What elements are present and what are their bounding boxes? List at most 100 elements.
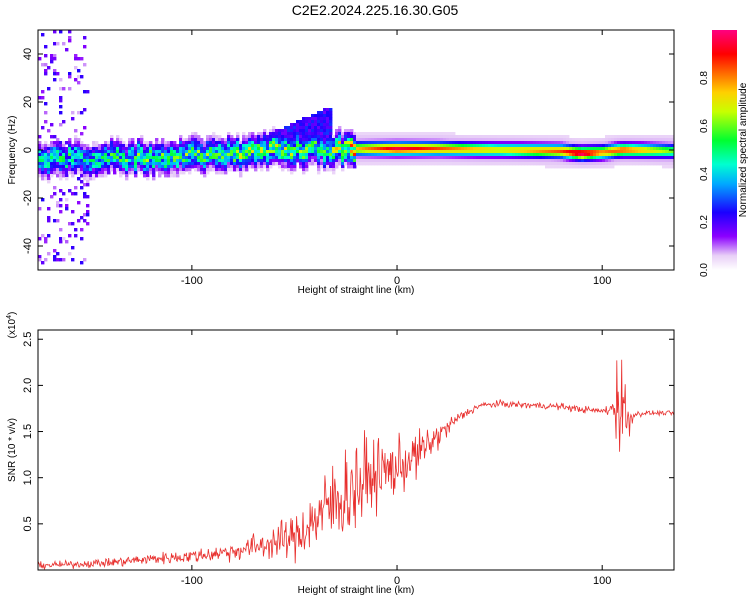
heatmap-cell — [302, 120, 306, 124]
heatmap-cell — [560, 162, 564, 166]
heatmap-cell — [44, 111, 48, 115]
heatmap-cell — [257, 150, 261, 154]
heatmap-cell — [149, 168, 153, 172]
heatmap-cell — [599, 147, 603, 151]
heatmap-cell — [320, 159, 324, 163]
heatmap-cell — [71, 165, 75, 169]
heatmap-cell — [191, 138, 195, 142]
heatmap-cell — [200, 138, 204, 142]
heatmap-cell — [425, 153, 429, 157]
heatmap-cell — [362, 141, 366, 145]
heatmap-cell — [209, 168, 213, 172]
heatmap-cell — [320, 138, 324, 142]
heatmap-cell — [491, 138, 495, 142]
heatmap-cell — [137, 168, 141, 172]
heatmap-cell — [353, 132, 357, 136]
heatmap-cell — [71, 258, 75, 262]
heatmap-cell — [641, 150, 645, 154]
heatmap-cell — [602, 138, 606, 142]
heatmap-cell — [623, 141, 627, 145]
heatmap-cell — [200, 153, 204, 157]
heatmap-cell — [437, 162, 441, 166]
heatmap-cell — [461, 159, 465, 163]
heatmap-cell — [77, 141, 81, 145]
heatmap-cell — [311, 132, 315, 136]
heatmap-cell — [392, 144, 396, 148]
heatmap-cell — [83, 159, 87, 163]
heatmap-cell — [500, 147, 504, 151]
heatmap-cell — [182, 171, 186, 175]
heatmap-cell — [305, 117, 309, 121]
heatmap-cell — [284, 147, 288, 151]
heatmap-cell — [50, 168, 54, 172]
heatmap-cell — [503, 156, 507, 160]
heatmap-cell — [605, 141, 609, 145]
heatmap-cell — [617, 153, 621, 157]
heatmap-cell — [569, 138, 573, 142]
heatmap-cell — [407, 144, 411, 148]
heatmap-cell — [410, 147, 414, 151]
heatmap-cell — [572, 150, 576, 154]
heatmap-cell — [482, 144, 486, 148]
heatmap-cell — [134, 168, 138, 172]
heatmap-cell — [437, 147, 441, 151]
heatmap-cell — [212, 162, 216, 166]
heatmap-cell — [509, 135, 513, 139]
heatmap-cell — [488, 150, 492, 154]
heatmap-cell — [593, 150, 597, 154]
heatmap-cell — [200, 150, 204, 154]
heatmap-cell — [134, 153, 138, 157]
heatmap-cell — [437, 138, 441, 142]
heatmap-cell — [305, 159, 309, 163]
heatmap-cell — [230, 168, 234, 172]
heatmap-cell — [392, 135, 396, 139]
heatmap-cell — [77, 57, 81, 61]
heatmap-cell — [578, 156, 582, 160]
heatmap-cell — [119, 165, 123, 169]
heatmap-cell — [155, 168, 159, 172]
heatmap-cell — [641, 138, 645, 142]
heatmap-cell — [125, 144, 129, 148]
heatmap-cell — [131, 156, 135, 160]
heatmap-cell — [611, 144, 615, 148]
heatmap-cell — [188, 156, 192, 160]
heatmap-cell — [551, 159, 555, 163]
heatmap-cell — [74, 228, 78, 232]
heatmap-cell — [500, 138, 504, 142]
heatmap-cell — [455, 162, 459, 166]
heatmap-cell — [671, 147, 674, 151]
heatmap-cell — [470, 150, 474, 154]
heatmap-cell — [80, 57, 84, 61]
heatmap-cell — [650, 141, 654, 145]
heatmap-cell — [38, 153, 42, 157]
heatmap-cell — [281, 141, 285, 145]
heatmap-cell — [485, 150, 489, 154]
heatmap-cell — [665, 156, 669, 160]
heatmap-cell — [536, 141, 540, 145]
heatmap-cell — [401, 141, 405, 145]
heatmap-cell — [326, 108, 330, 112]
heatmap-cell — [593, 147, 597, 151]
heatmap-cell — [107, 156, 111, 160]
heatmap-cell — [320, 144, 324, 148]
heatmap-cell — [320, 111, 324, 115]
heatmap-cell — [416, 162, 420, 166]
heatmap-cell — [101, 165, 105, 169]
heatmap-cell — [209, 153, 213, 157]
heatmap-cell — [74, 165, 78, 169]
heatmap-cell — [305, 141, 309, 145]
heatmap-cell — [473, 144, 477, 148]
heatmap-cell — [50, 60, 54, 64]
heatmap-cell — [476, 135, 480, 139]
heatmap-cell — [578, 159, 582, 163]
heatmap-cell — [527, 153, 531, 157]
heatmap-cell — [371, 141, 375, 145]
heatmap-cell — [530, 153, 534, 157]
heatmap-cell — [152, 162, 156, 166]
heatmap-cell — [215, 159, 219, 163]
heatmap-cell — [317, 171, 321, 175]
heatmap-cell — [401, 156, 405, 160]
heatmap-cell — [428, 141, 432, 145]
heatmap-cell — [446, 156, 450, 160]
heatmap-cell — [383, 141, 387, 145]
